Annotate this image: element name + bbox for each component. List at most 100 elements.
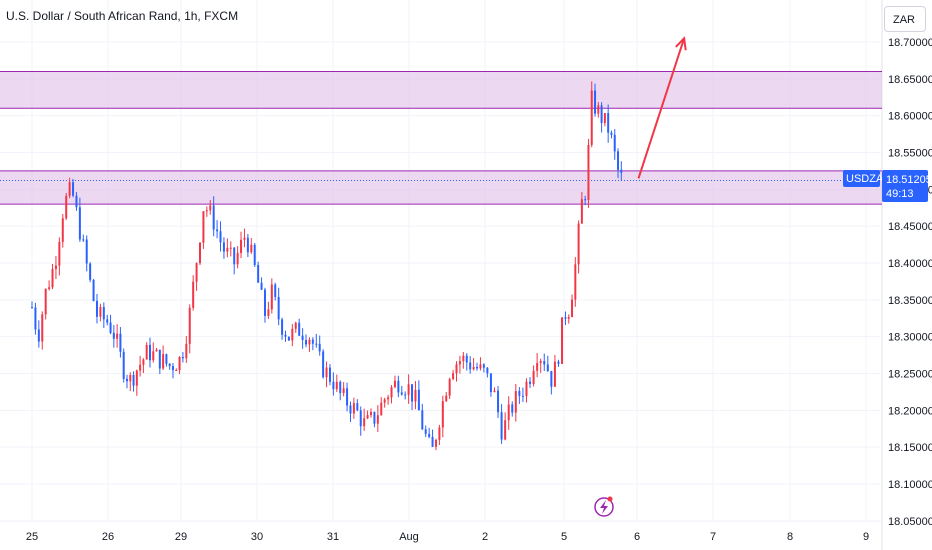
candle-body: [75, 195, 78, 208]
candle-body: [363, 418, 366, 427]
candle-body: [257, 264, 260, 283]
candle-body: [328, 367, 331, 382]
candle-body: [72, 182, 75, 196]
candle-body: [158, 349, 161, 369]
candle-body: [139, 364, 142, 371]
candle-body: [584, 199, 587, 201]
candle-body: [284, 334, 287, 337]
candle-body: [383, 399, 386, 403]
candle-body: [291, 328, 294, 341]
candle-body: [607, 113, 610, 133]
candle-body: [550, 371, 553, 387]
candle-body: [155, 349, 158, 352]
candle-body: [472, 367, 475, 370]
lightning-event-icon[interactable]: [594, 496, 614, 517]
price-scale-background: [882, 0, 932, 550]
candle-body: [346, 388, 349, 406]
y-tick-label: 18.25000: [888, 369, 932, 381]
candle-body: [564, 317, 567, 319]
candle-body: [145, 344, 148, 360]
x-tick-label: 30: [251, 531, 263, 543]
candle-body: [597, 105, 600, 114]
candle-body: [532, 370, 535, 385]
y-tick-label: 18.45000: [888, 221, 932, 233]
y-tick-label: 18.30000: [888, 332, 932, 344]
candle-body: [476, 367, 479, 369]
candle-body: [199, 242, 201, 264]
candle-body: [489, 373, 492, 393]
candle-body: [404, 394, 407, 396]
candle-body: [250, 244, 253, 253]
candle-body: [469, 362, 472, 370]
candle-body: [219, 231, 222, 243]
xtick-layer: 25 26 29 30 31 Aug 2 5 6 7 8 9: [26, 531, 869, 543]
candle-body: [168, 363, 171, 367]
candle-body: [243, 237, 246, 240]
arrow-layer: [637, 36, 687, 179]
candle-body: [78, 207, 81, 240]
candle-body: [233, 247, 236, 265]
candle-body: [421, 410, 424, 430]
candle-body: [479, 364, 482, 369]
candle-body: [109, 322, 112, 333]
current-price-value-box: [882, 170, 928, 202]
candle-body: [129, 375, 132, 382]
candle-body: [482, 364, 485, 368]
candle-body: [390, 387, 393, 398]
candle-body: [325, 367, 328, 378]
candle-body: [175, 369, 178, 371]
candle-body: [58, 241, 61, 266]
candle-body: [95, 300, 98, 317]
candle-body: [142, 359, 145, 365]
candle-body: [431, 436, 434, 447]
candle-body: [263, 289, 266, 316]
candle-body: [400, 392, 403, 395]
zone-fill: [0, 71, 882, 109]
candle-body: [462, 355, 465, 362]
current-price-value: 18.51205: [886, 174, 932, 186]
candle-body: [92, 279, 95, 301]
candle-body: [332, 381, 335, 390]
x-tick-label: 2: [482, 531, 488, 543]
candle-body: [600, 105, 603, 124]
candle-body: [617, 151, 620, 170]
y-tick-label: 18.05000: [888, 516, 932, 528]
candle-body: [178, 357, 181, 370]
candle-body: [192, 281, 195, 308]
current-price-countdown: 49:13: [886, 188, 914, 200]
candle-body: [603, 113, 606, 124]
candle-body: [294, 322, 297, 329]
candle-body: [561, 317, 564, 364]
candle-body: [536, 363, 539, 371]
candle-body: [260, 282, 263, 290]
candle-body: [373, 411, 376, 424]
y-tick-label: 18.70000: [888, 37, 932, 49]
grid-layer: [0, 0, 882, 522]
candle-body: [68, 182, 71, 196]
candle-body: [434, 439, 437, 447]
candle-body: [504, 420, 507, 440]
zone-layer: [0, 70, 882, 205]
candle-body: [102, 306, 105, 320]
candle-body: [411, 384, 414, 402]
candle-body: [613, 134, 616, 152]
candle-body: [493, 390, 496, 393]
candle-body: [318, 343, 321, 352]
candle-body: [165, 354, 168, 364]
candle-body: [486, 367, 489, 374]
x-tick-label: 31: [327, 531, 339, 543]
candle-body: [41, 314, 44, 342]
currency-button[interactable]: ZAR: [884, 6, 926, 32]
candle-body: [246, 237, 249, 253]
forecast-arrow-head: [675, 36, 687, 51]
candle-layer: [31, 81, 623, 451]
y-tick-label: 18.60000: [888, 111, 932, 123]
x-tick-label: 29: [175, 531, 187, 543]
y-tick-label: 18.65000: [888, 74, 932, 86]
candle-body: [65, 195, 68, 219]
candle-body: [322, 351, 325, 378]
x-tick-label: 25: [26, 531, 38, 543]
candle-body: [521, 395, 524, 397]
current-price-label[interactable]: USDZAR 18.51205 49:13: [843, 170, 932, 202]
candle-body: [99, 306, 102, 317]
